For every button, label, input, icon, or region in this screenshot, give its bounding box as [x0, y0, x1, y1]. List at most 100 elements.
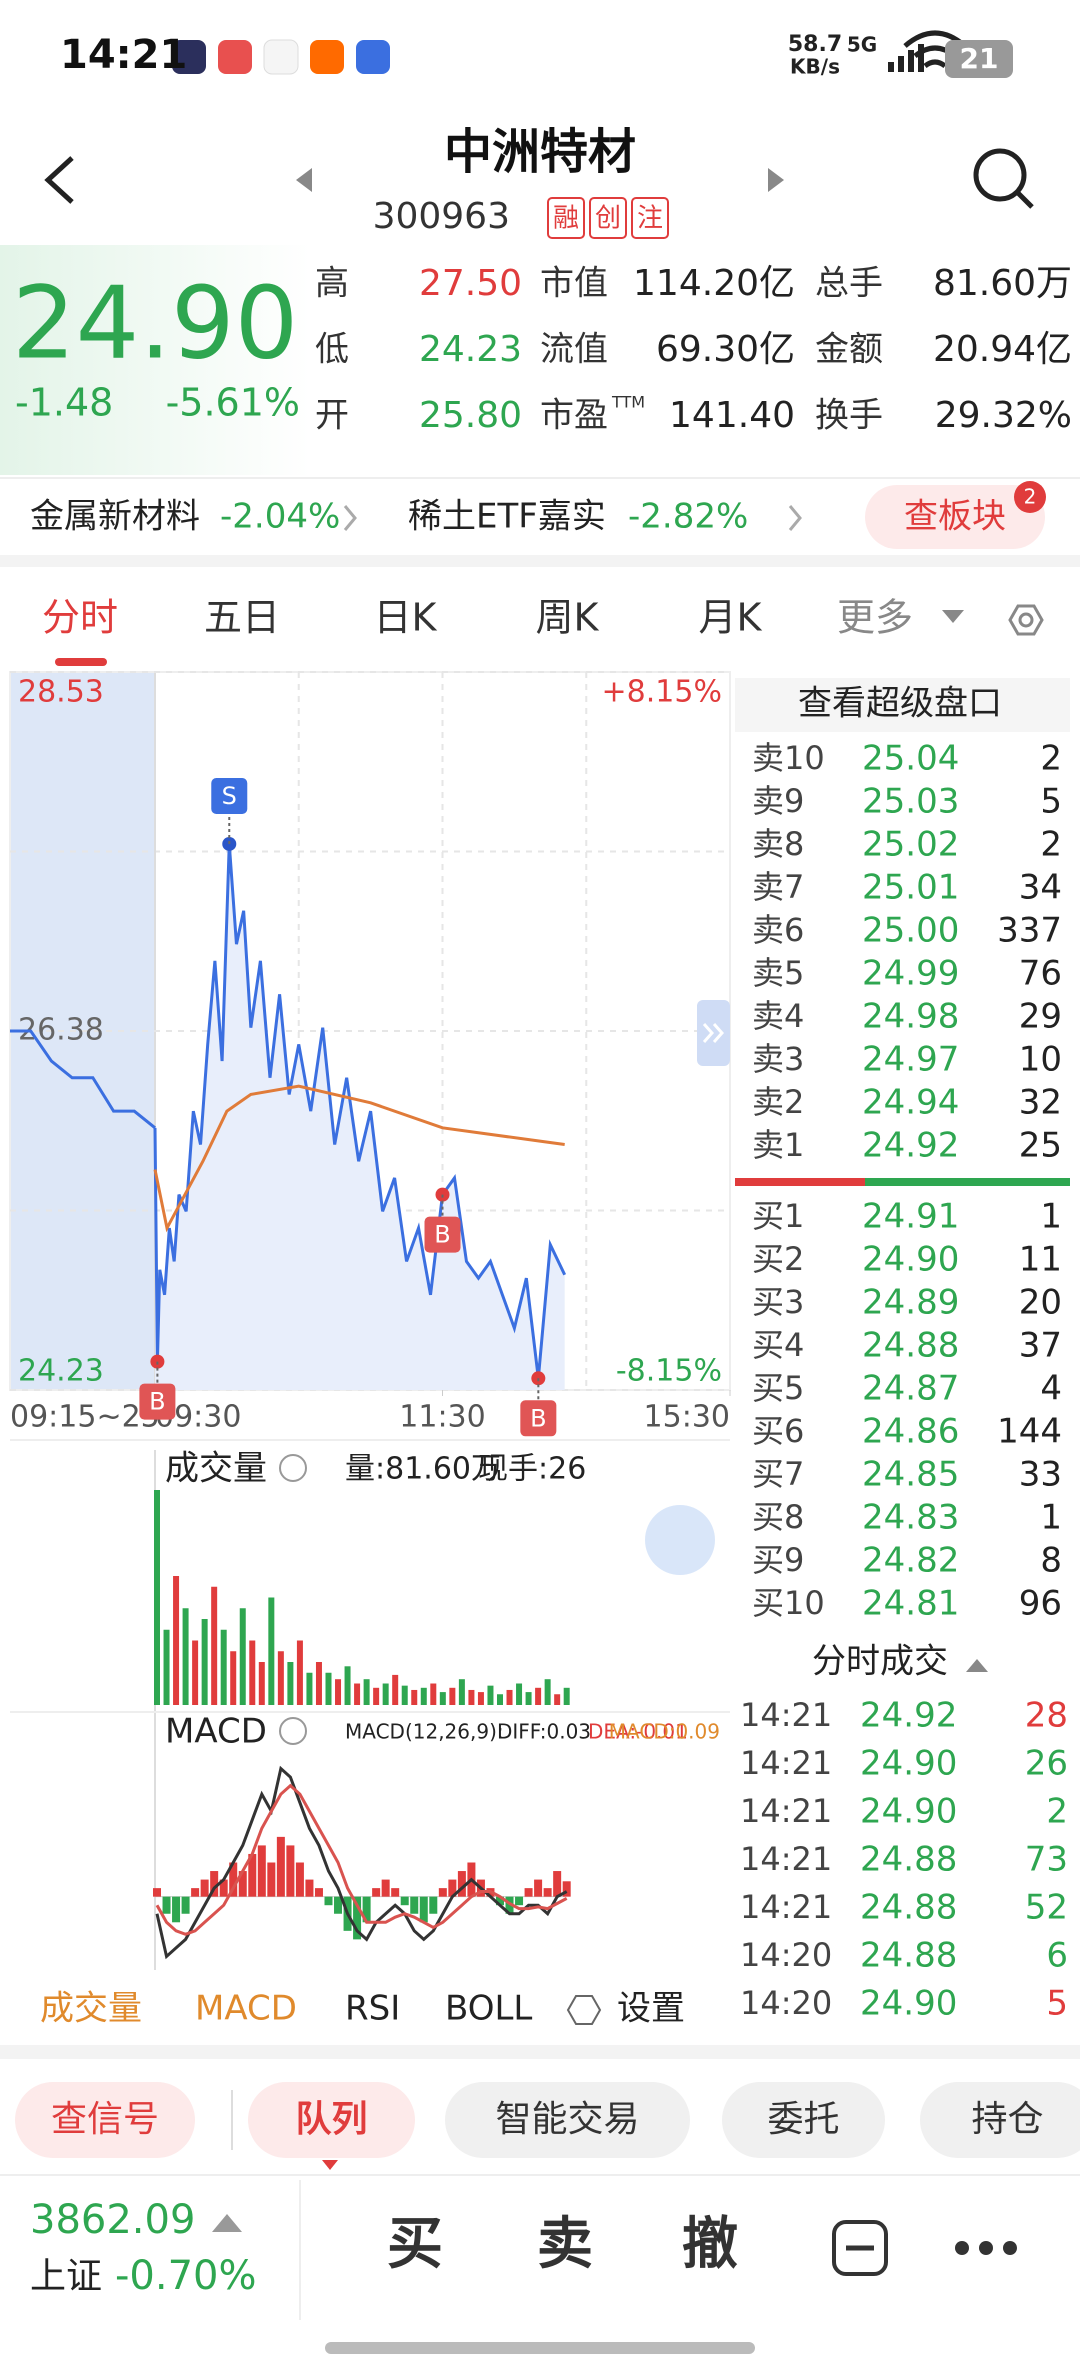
sector-button[interactable] — [865, 485, 1045, 549]
last-price: 24.90 — [12, 264, 298, 381]
more-dot[interactable] — [955, 2241, 969, 2255]
premarket-label: 09:15~25 — [10, 1400, 160, 1435]
more-dot[interactable] — [979, 2241, 993, 2255]
settings-icon — [566, 1995, 602, 2025]
trade-time: 14:20 — [740, 1936, 832, 1974]
volume-current: 现手:26 — [478, 1452, 586, 1487]
book-price: 24.94 — [862, 1083, 959, 1123]
settings-icon[interactable] — [1008, 604, 1044, 636]
battery-level: 21 — [960, 42, 999, 75]
volume-bar — [201, 1619, 208, 1705]
book-price: 24.88 — [862, 1326, 959, 1366]
macd-bar — [286, 1845, 295, 1897]
macd-bar — [438, 1888, 447, 1897]
y-tick-label: 26.38 — [18, 1013, 104, 1048]
trade-volume: 26 — [1025, 1744, 1068, 1784]
trade-button[interactable]: 买 — [387, 2212, 443, 2277]
tab[interactable]: 分时 — [42, 596, 118, 640]
macd-bar — [276, 1836, 285, 1897]
stat-value: 141.40 — [669, 395, 795, 436]
trade-marker-label: B — [149, 1388, 165, 1416]
indicator-tab[interactable]: 成交量 — [40, 1989, 142, 2029]
price-area — [155, 843, 565, 1390]
header-icons[interactable] — [44, 148, 1034, 209]
action-button[interactable] — [248, 2082, 415, 2158]
indicator-tab[interactable]: MACD — [195, 1989, 297, 2029]
trades-title[interactable]: 分时成交 — [812, 1642, 948, 1682]
diff-line — [155, 1765, 568, 1960]
stock-code: 300963 — [373, 196, 510, 237]
volume-bar — [306, 1672, 313, 1705]
stat-value: 81.60万 — [933, 263, 1072, 304]
book-price: 24.87 — [862, 1369, 959, 1409]
net-unit: KB/s — [790, 55, 840, 79]
book-price: 24.97 — [862, 1040, 959, 1080]
indicator-tab[interactable]: 设置 — [617, 1989, 685, 2029]
book-volume: 4 — [1040, 1369, 1062, 1409]
collapse-icon[interactable] — [832, 2220, 888, 2276]
book-volume: 29 — [1019, 997, 1062, 1037]
volume-title: 成交量 — [165, 1449, 267, 1489]
action-button[interactable] — [722, 2082, 885, 2158]
divider — [0, 555, 1080, 567]
sector-name: 稀土ETF嘉实 — [408, 497, 606, 537]
bid-ask-bar-red — [735, 1178, 865, 1186]
volume-bar — [268, 1597, 275, 1705]
volume-bar — [344, 1666, 351, 1705]
book-level: 卖2 — [752, 1083, 804, 1121]
macd-bar — [353, 1896, 362, 1940]
book-title[interactable]: 查看超级盘口 — [798, 684, 1002, 724]
more-dot[interactable] — [1003, 2241, 1017, 2255]
action-button[interactable] — [445, 2082, 690, 2158]
index-name: 上证 — [30, 2256, 102, 2297]
chevron — [788, 505, 802, 531]
info-icon — [279, 1717, 307, 1745]
volume-bar — [401, 1685, 408, 1705]
macd-bar — [457, 1871, 466, 1897]
tab[interactable]: 月K — [699, 596, 763, 640]
macd-bar — [515, 1896, 524, 1906]
trade-time: 14:21 — [740, 1888, 832, 1926]
fullscreen-button[interactable] — [645, 1505, 715, 1575]
price-change-pct: -5.61% — [166, 381, 300, 425]
indicator-tab[interactable]: RSI — [345, 1989, 400, 2029]
index-value[interactable]: 3862.09 — [30, 2197, 195, 2243]
volume-bar — [315, 1662, 322, 1705]
book-level: 卖7 — [752, 868, 804, 906]
trade-button[interactable]: 卖 — [537, 2212, 593, 2277]
book-level: 卖8 — [752, 825, 804, 863]
book-price: 24.86 — [862, 1412, 959, 1452]
book-header-bg[interactable] — [735, 678, 1070, 732]
macd-params: MACD(12,26,9): — [345, 1720, 504, 1744]
volume-bar — [163, 1629, 170, 1705]
tab[interactable]: 周K — [536, 596, 600, 640]
stat-value: 25.80 — [419, 395, 522, 436]
trade-price: 24.88 — [860, 1936, 957, 1976]
macd-bar — [191, 1888, 200, 1897]
indicator-tab[interactable]: BOLL — [445, 1989, 532, 2029]
macd-bar — [362, 1896, 371, 1923]
action-label[interactable]: 委托 — [767, 2099, 839, 2140]
stat-label: 低 — [315, 330, 349, 370]
action-label[interactable]: 队列 — [295, 2099, 367, 2140]
action-label[interactable]: 智能交易 — [495, 2099, 639, 2140]
tab[interactable]: 五日 — [204, 596, 280, 640]
macd-bar — [534, 1879, 543, 1897]
book-volume: 76 — [1019, 954, 1062, 994]
action-label[interactable]: 持仓 — [971, 2099, 1043, 2140]
book-price: 25.04 — [862, 739, 959, 779]
trade-button[interactable]: 撤 — [682, 2212, 738, 2277]
book-level: 买2 — [752, 1240, 804, 1278]
info-icon — [279, 1454, 307, 1482]
volume-bar — [563, 1687, 570, 1705]
book-volume: 5 — [1040, 782, 1062, 822]
book-level: 卖1 — [752, 1126, 804, 1164]
sector-button-label[interactable]: 查板块 — [904, 497, 1006, 537]
action-button[interactable] — [920, 2082, 1080, 2158]
action-button[interactable] — [15, 2082, 195, 2158]
tab[interactable]: 日K — [374, 596, 438, 640]
tab[interactable]: 更多 — [837, 596, 913, 640]
quote-bg — [0, 245, 310, 475]
action-label[interactable]: 查信号 — [51, 2099, 159, 2140]
trade-marker-box — [520, 1400, 557, 1437]
